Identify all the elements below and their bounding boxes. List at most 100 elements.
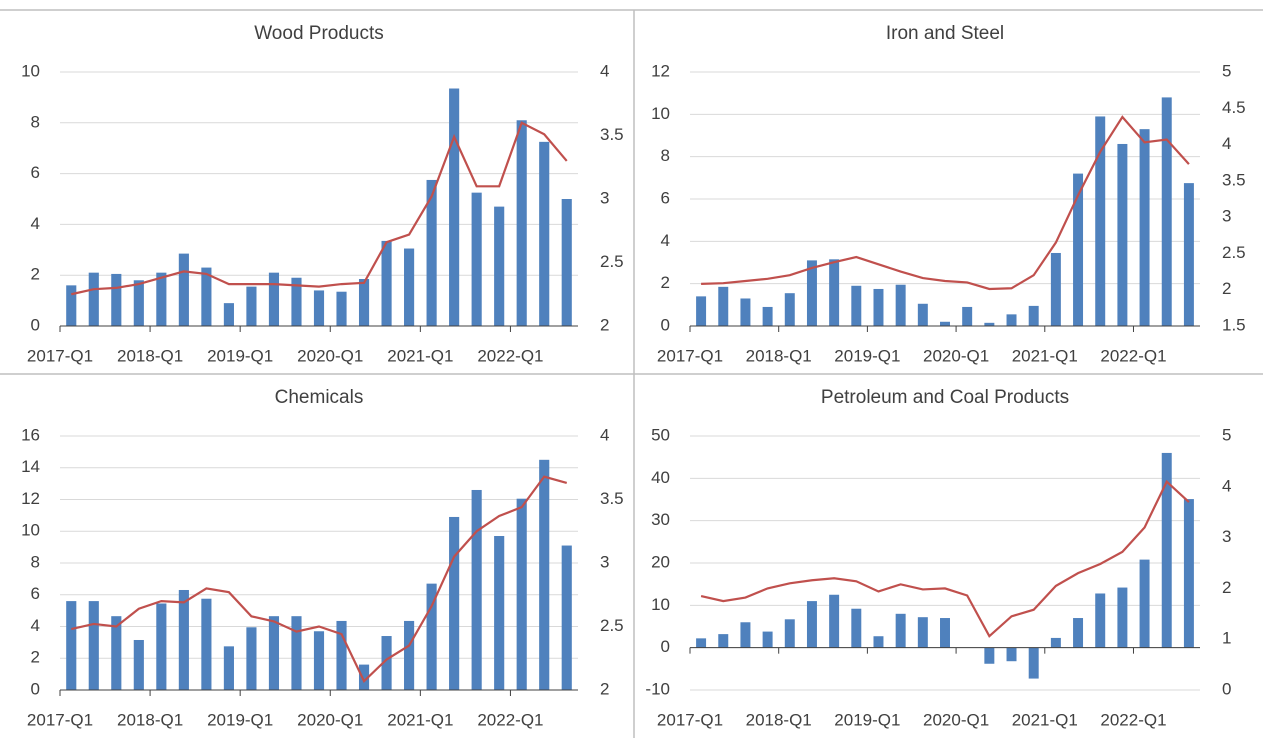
bar <box>336 620 347 690</box>
bar <box>133 280 144 326</box>
bar <box>696 296 707 326</box>
line <box>701 115 1190 291</box>
bar <box>494 206 505 326</box>
y2-tick-label: 3.5 <box>600 125 624 144</box>
bar <box>178 589 189 690</box>
bar <box>851 608 862 648</box>
x-tick-label: 2022-Q1 <box>477 346 543 365</box>
x-tick-label: 2021-Q1 <box>387 710 453 729</box>
y-tick-label: 20 <box>651 552 670 571</box>
y2-tick-label: 3 <box>1222 207 1231 226</box>
x-tick-label: 2017-Q1 <box>657 346 723 365</box>
chart-title: Iron and Steel <box>886 23 1004 44</box>
x-tick-label: 2019-Q1 <box>834 710 900 729</box>
x-tick-label: 2017-Q1 <box>657 710 723 729</box>
bar <box>696 638 707 648</box>
bar <box>917 303 928 326</box>
bar <box>111 616 122 690</box>
bar <box>851 285 862 326</box>
line <box>71 475 568 683</box>
bar <box>201 267 212 326</box>
x-tick-label: 2019-Q1 <box>834 346 900 365</box>
bar <box>381 636 392 690</box>
bar <box>201 598 212 690</box>
panel: Wood Products 0 2 4 6 8 10 2 2.5 3 3.5 4 2017-Q1 2018… <box>21 23 624 365</box>
y2-tick-label: 3.5 <box>600 489 624 508</box>
y2-tick-label: 0 <box>1222 679 1231 698</box>
bar <box>740 622 751 648</box>
bar <box>561 545 572 690</box>
x-tick-label: 2021-Q1 <box>387 346 453 365</box>
y-tick-label: 12 <box>651 61 670 80</box>
bar <box>471 489 482 690</box>
bar <box>718 286 729 326</box>
x-tick-label: 2018-Q1 <box>117 710 183 729</box>
x-tick-label: 2021-Q1 <box>1012 346 1078 365</box>
bar <box>66 601 77 690</box>
bar <box>1050 637 1061 648</box>
x-tick-label: 2020-Q1 <box>923 346 989 365</box>
line <box>71 121 568 296</box>
bar <box>984 647 995 664</box>
bar <box>806 601 817 648</box>
y2-tick-label: 2 <box>1222 578 1231 597</box>
bar <box>895 613 906 648</box>
panel: Chemicals 0 2 4 6 8 10 12 14 16 2 2.5 3 3.5 4 2017-Q1 20… <box>21 387 624 729</box>
y-tick-label: 4 <box>31 214 40 233</box>
bar <box>66 285 77 326</box>
bar <box>806 260 817 326</box>
chart-title: Petroleum and Coal Products <box>821 387 1069 408</box>
x-tick-label: 2021-Q1 <box>1012 710 1078 729</box>
x-tick-label: 2018-Q1 <box>746 346 812 365</box>
bar <box>358 279 370 326</box>
y-tick-label: -10 <box>645 679 670 698</box>
y2-tick-label: 2.5 <box>1222 243 1246 262</box>
bar <box>1028 647 1039 679</box>
y-tick-label: 4 <box>31 616 40 635</box>
bar <box>246 627 257 690</box>
bar <box>291 616 302 690</box>
y-tick-label: 16 <box>21 425 40 444</box>
bar <box>268 272 280 326</box>
x-tick-label: 2022-Q1 <box>1100 710 1166 729</box>
y2-tick-label: 3.5 <box>1222 170 1246 189</box>
y2-tick-label: 4 <box>1222 134 1231 153</box>
bar <box>111 273 122 326</box>
x-tick-label: 2022-Q1 <box>477 710 543 729</box>
bar <box>246 286 257 326</box>
bar <box>133 639 144 690</box>
y-tick-label: 2 <box>31 265 40 284</box>
x-tick-label: 2018-Q1 <box>117 346 183 365</box>
bar <box>895 284 906 326</box>
bar <box>1073 173 1084 326</box>
y2-tick-label: 2.5 <box>600 252 624 271</box>
x-tick-label: 2020-Q1 <box>297 346 363 365</box>
x-tick-label: 2020-Q1 <box>923 710 989 729</box>
panel: Petroleum and Coal Products-100102030405… <box>645 387 1231 729</box>
y-tick-label: 8 <box>661 146 670 165</box>
bar <box>762 306 773 326</box>
x-tick-label: 2019-Q1 <box>207 710 273 729</box>
bar <box>940 321 950 326</box>
bar <box>917 617 928 648</box>
bar <box>268 616 280 690</box>
bar <box>404 248 415 326</box>
chart-title: Wood Products <box>254 23 384 44</box>
bar <box>291 277 302 326</box>
bar <box>494 536 505 690</box>
y2-tick-label: 2 <box>1222 279 1231 298</box>
y2-tick-label: 3 <box>600 188 609 207</box>
y-tick-label: 6 <box>31 584 40 603</box>
y-tick-label: 0 <box>31 315 40 334</box>
y2-tick-label: 5 <box>1222 425 1231 444</box>
y2-tick-label: 4 <box>600 61 609 80</box>
bar <box>873 288 884 326</box>
bar <box>1161 97 1172 327</box>
y-tick-label: 14 <box>21 457 40 476</box>
y2-tick-label: 1.5 <box>1222 315 1246 334</box>
y-tick-label: 2 <box>31 648 40 667</box>
bar <box>313 631 325 690</box>
y2-tick-label: 2 <box>600 679 609 698</box>
y-tick-label: 12 <box>21 489 40 508</box>
